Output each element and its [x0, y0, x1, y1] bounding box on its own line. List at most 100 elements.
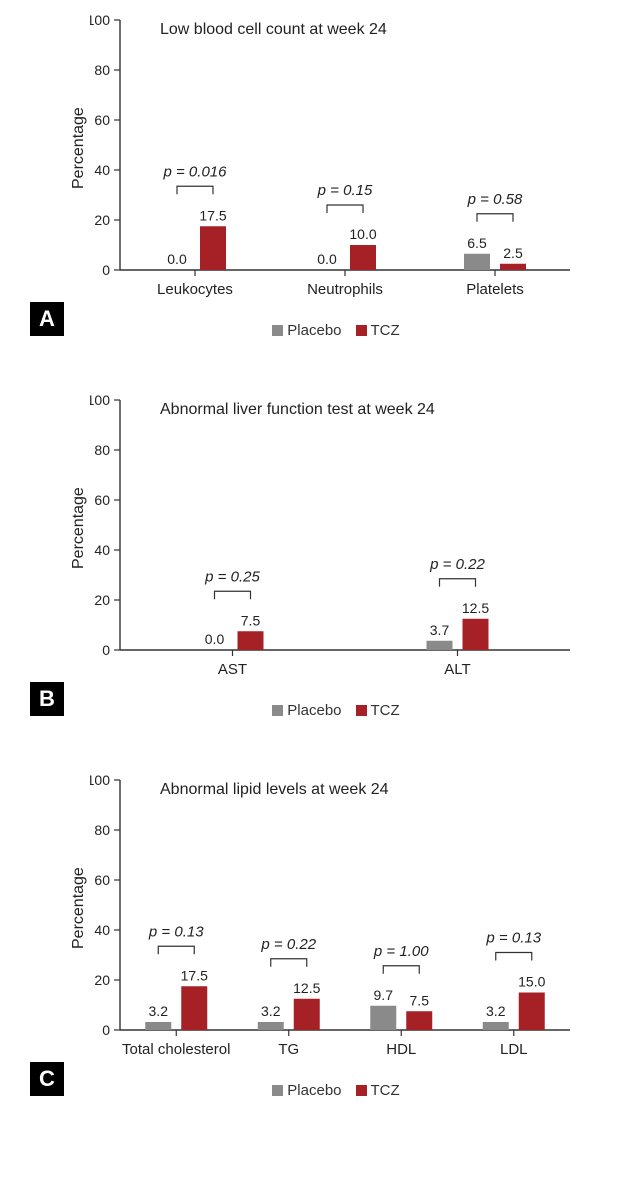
bar-value: 7.5	[241, 612, 261, 628]
chart-title: Abnormal liver function test at week 24	[160, 401, 435, 418]
bar-value: 10.0	[349, 226, 376, 242]
y-axis-label: Percentage	[70, 487, 88, 569]
panel-a: Percentage020406080100Low blood cell cou…	[0, 10, 618, 380]
p-value: p = 0.15	[317, 182, 373, 199]
legend-swatch-placebo	[272, 325, 283, 336]
x-tick-label: HDL	[386, 1041, 416, 1058]
x-tick-label: AST	[218, 661, 247, 678]
bar-value: 3.7	[430, 622, 450, 638]
legend-label: TCZ	[371, 322, 400, 339]
y-tick-label: 0	[102, 642, 110, 658]
panel-b: Percentage 0 20 40 60 80 100 Abnormal liver fun…	[0, 390, 618, 760]
bracket	[327, 205, 363, 213]
chart-title: Low blood cell count at week 24	[160, 21, 387, 38]
bar-tcz	[350, 245, 376, 270]
y-tick-label: 60	[94, 492, 110, 508]
y-tick-label: 80	[94, 62, 110, 78]
legend-label: Placebo	[287, 322, 341, 339]
bracket	[215, 591, 251, 599]
legend-swatch-tcz	[356, 705, 367, 716]
bar-value: 12.5	[462, 600, 489, 616]
x-tick-label: Total cholesterol	[122, 1041, 230, 1058]
bar-tcz	[238, 631, 264, 650]
legend: Placebo TCZ	[40, 702, 618, 719]
p-value: p = 0.016	[163, 163, 228, 180]
bar-placebo	[427, 641, 453, 650]
bracket	[440, 579, 476, 587]
p-value: p = 0.13	[485, 930, 541, 947]
legend-swatch-placebo	[272, 1085, 283, 1096]
y-tick-label: 80	[94, 442, 110, 458]
y-tick-label: 40	[94, 922, 110, 938]
legend-label: Placebo	[287, 1082, 341, 1099]
bar-value: 9.7	[374, 987, 394, 1003]
bar-placebo	[370, 1006, 396, 1030]
bar-value: 12.5	[293, 980, 320, 996]
legend-swatch-tcz	[356, 325, 367, 336]
chart-svg: 0 20 40 60 80 100 Abnormal liver function test…	[90, 390, 590, 700]
legend: Placebo TCZ	[40, 1082, 618, 1099]
y-tick-label: 40	[94, 162, 110, 178]
bar-value: 3.2	[486, 1003, 506, 1019]
panel-letter: A	[30, 302, 64, 336]
bar-tcz	[294, 999, 320, 1030]
y-tick-label: 100	[90, 772, 110, 788]
bar-placebo	[145, 1022, 171, 1030]
y-axis-label: Percentage	[70, 867, 88, 949]
bar-value: 3.2	[261, 1003, 281, 1019]
bracket	[271, 959, 307, 967]
bracket	[177, 186, 213, 194]
x-tick-label: TG	[278, 1041, 299, 1058]
bar-value: 6.5	[467, 235, 487, 251]
bar-value: 0.0	[317, 251, 337, 267]
legend-label: TCZ	[371, 1082, 400, 1099]
bar-value: 0.0	[205, 631, 225, 647]
y-tick-label: 0	[102, 262, 110, 278]
bar-tcz	[463, 619, 489, 650]
bar-value: 0.0	[167, 251, 187, 267]
legend-swatch-placebo	[272, 705, 283, 716]
panel-c: Percentage 0 20 40 60 80 100 Abnormal lipid lev…	[0, 770, 618, 1140]
y-tick-label: 60	[94, 872, 110, 888]
x-tick-label: LDL	[500, 1041, 528, 1058]
y-tick-label: 100	[90, 12, 110, 28]
bracket	[158, 946, 194, 954]
legend-label: TCZ	[371, 702, 400, 719]
y-axis-label: Percentage	[70, 107, 88, 189]
bar-tcz	[181, 986, 207, 1030]
panel-letter: C	[30, 1062, 64, 1096]
bracket	[496, 953, 532, 961]
bar-placebo	[464, 254, 490, 270]
y-tick-label: 40	[94, 542, 110, 558]
y-tick-label: 100	[90, 392, 110, 408]
x-tick-label: Platelets	[466, 281, 524, 298]
chart-title: Abnormal lipid levels at week 24	[160, 781, 389, 798]
p-value: p = 0.22	[429, 556, 485, 573]
legend: Placebo TCZ	[40, 322, 618, 339]
p-value: p = 0.25	[204, 568, 260, 585]
bar-value: 17.5	[199, 207, 226, 223]
panel-letter: B	[30, 682, 64, 716]
chart-svg: 0 20 40 60 80 100 Abnormal lipid levels at wee…	[90, 770, 590, 1080]
bar-value: 3.2	[149, 1003, 169, 1019]
bar-tcz	[200, 226, 226, 270]
legend-label: Placebo	[287, 702, 341, 719]
x-tick-label: ALT	[444, 661, 470, 678]
bar-value: 7.5	[410, 992, 430, 1008]
bar-placebo	[258, 1022, 284, 1030]
p-value: p = 0.58	[467, 191, 523, 208]
bracket	[477, 214, 513, 222]
y-tick-label: 80	[94, 822, 110, 838]
bar-value: 2.5	[503, 245, 523, 261]
bar-placebo	[483, 1022, 509, 1030]
bar-tcz	[519, 993, 545, 1031]
y-tick-label: 20	[94, 212, 110, 228]
bar-value: 15.0	[518, 974, 545, 990]
y-tick-label: 20	[94, 592, 110, 608]
p-value: p = 0.22	[260, 936, 316, 953]
bracket	[383, 966, 419, 974]
y-tick-label: 0	[102, 1022, 110, 1038]
chart-svg: 020406080100Low blood cell count at week…	[90, 10, 590, 320]
p-value: p = 0.13	[148, 923, 204, 940]
y-tick-label: 20	[94, 972, 110, 988]
